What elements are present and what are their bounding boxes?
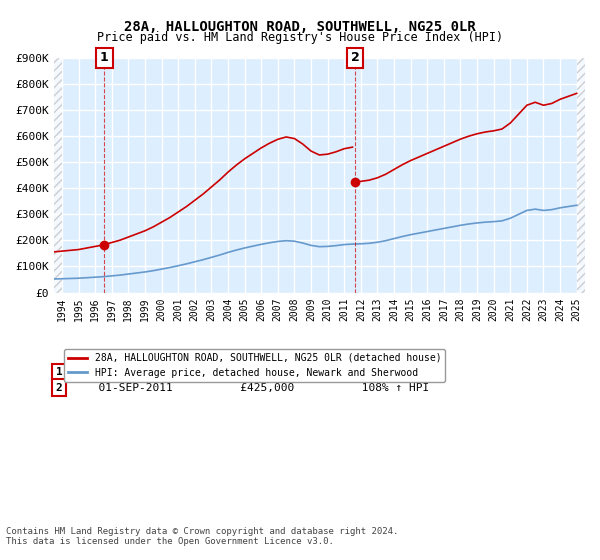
Text: 2: 2 — [56, 382, 62, 393]
Text: Contains HM Land Registry data © Crown copyright and database right 2024.
This d: Contains HM Land Registry data © Crown c… — [6, 526, 398, 546]
Text: 01-SEP-2011          £425,000          108% ↑ HPI: 01-SEP-2011 £425,000 108% ↑ HPI — [85, 382, 430, 393]
Text: 25-JUL-1996          £184,000          143% ↑ HPI: 25-JUL-1996 £184,000 143% ↑ HPI — [85, 367, 430, 377]
Text: 28A, HALLOUGHTON ROAD, SOUTHWELL, NG25 0LR: 28A, HALLOUGHTON ROAD, SOUTHWELL, NG25 0… — [124, 20, 476, 34]
Text: Price paid vs. HM Land Registry's House Price Index (HPI): Price paid vs. HM Land Registry's House … — [97, 31, 503, 44]
Text: 1: 1 — [100, 52, 109, 64]
Text: 2: 2 — [351, 52, 360, 64]
Legend: 28A, HALLOUGHTON ROAD, SOUTHWELL, NG25 0LR (detached house), HPI: Average price,: 28A, HALLOUGHTON ROAD, SOUTHWELL, NG25 0… — [64, 349, 445, 382]
Text: 1: 1 — [56, 367, 62, 377]
